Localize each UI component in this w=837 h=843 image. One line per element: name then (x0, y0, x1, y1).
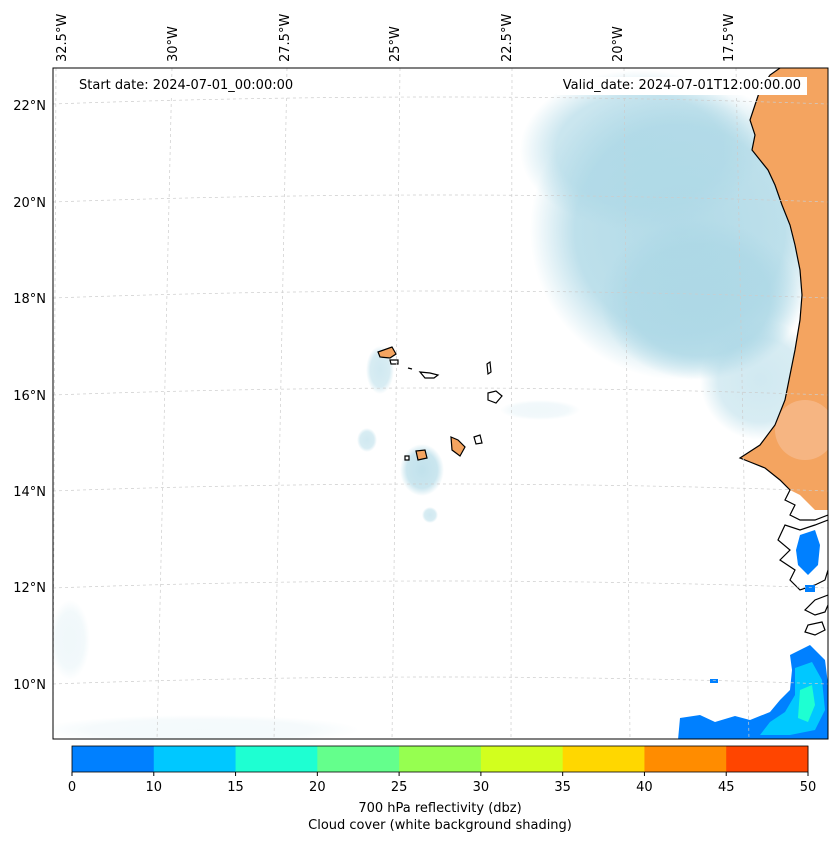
colorbar-segment (644, 746, 727, 772)
colorbar-segment (726, 746, 809, 772)
colorbar-tick-label: 50 (800, 780, 817, 795)
colorbar-label: 700 hPa reflectivity (dbz) (358, 801, 522, 816)
latitude-labels: 22°N 20°N 18°N 16°N 14°N 12°N 10°N (13, 99, 46, 693)
lat-label: 18°N (13, 292, 46, 307)
colorbar-tick-label: 0 (68, 780, 76, 795)
colorbar-sublabel: Cloud cover (white background shading) (308, 818, 572, 833)
lon-label: 22.5°W (500, 14, 515, 62)
colorbar-segment (480, 746, 564, 772)
lon-label: 25°W (388, 26, 403, 62)
lat-label: 20°N (13, 196, 46, 211)
coastline (738, 68, 828, 521)
colorbar-segment (399, 746, 482, 772)
graticule (53, 68, 828, 739)
colorbar-segment (317, 746, 400, 772)
colorbar-segment (72, 746, 155, 772)
colorbar-tick-label: 25 (391, 780, 408, 795)
lat-label: 14°N (13, 485, 46, 500)
map-frame (52, 67, 829, 740)
lat-label: 22°N (13, 99, 46, 114)
cloud-cover (53, 70, 828, 739)
colorbar-tick-label: 45 (718, 780, 735, 795)
lon-label: 30°W (166, 26, 181, 62)
colorbar-segment (153, 746, 237, 772)
lon-label: 17.5°W (722, 14, 737, 62)
lat-label: 16°N (13, 389, 46, 404)
start-date-label: Start date: 2024-07-01_00:00:00 (73, 77, 300, 95)
colorbar-tick-label: 10 (146, 780, 163, 795)
longitude-labels: 32.5°W 30°W 27.5°W 25°W 22.5°W 20°W 17.5… (55, 14, 737, 62)
cape-verde-islands (377, 346, 503, 461)
valid-date-label: Valid_date: 2024-07-01T12:00:00.00 (556, 77, 807, 95)
colorbar-segment (235, 746, 318, 772)
colorbar-tick-label: 30 (473, 780, 490, 795)
colorbar-tick-label: 15 (227, 780, 244, 795)
colorbar-tick-label: 40 (636, 780, 653, 795)
lat-label: 10°N (13, 678, 46, 693)
lon-label: 32.5°W (55, 14, 70, 62)
colorbar-tick-label: 20 (309, 780, 326, 795)
lon-label: 20°W (611, 26, 626, 62)
colorbar-tick-label: 35 (554, 780, 571, 795)
reflectivity-echoes (678, 530, 828, 739)
colorbar-segment (562, 746, 645, 772)
colorbar: 0 10 15 20 25 30 35 40 45 50 (68, 745, 817, 795)
lat-label: 12°N (13, 581, 46, 596)
lon-label: 27.5°W (278, 14, 293, 62)
